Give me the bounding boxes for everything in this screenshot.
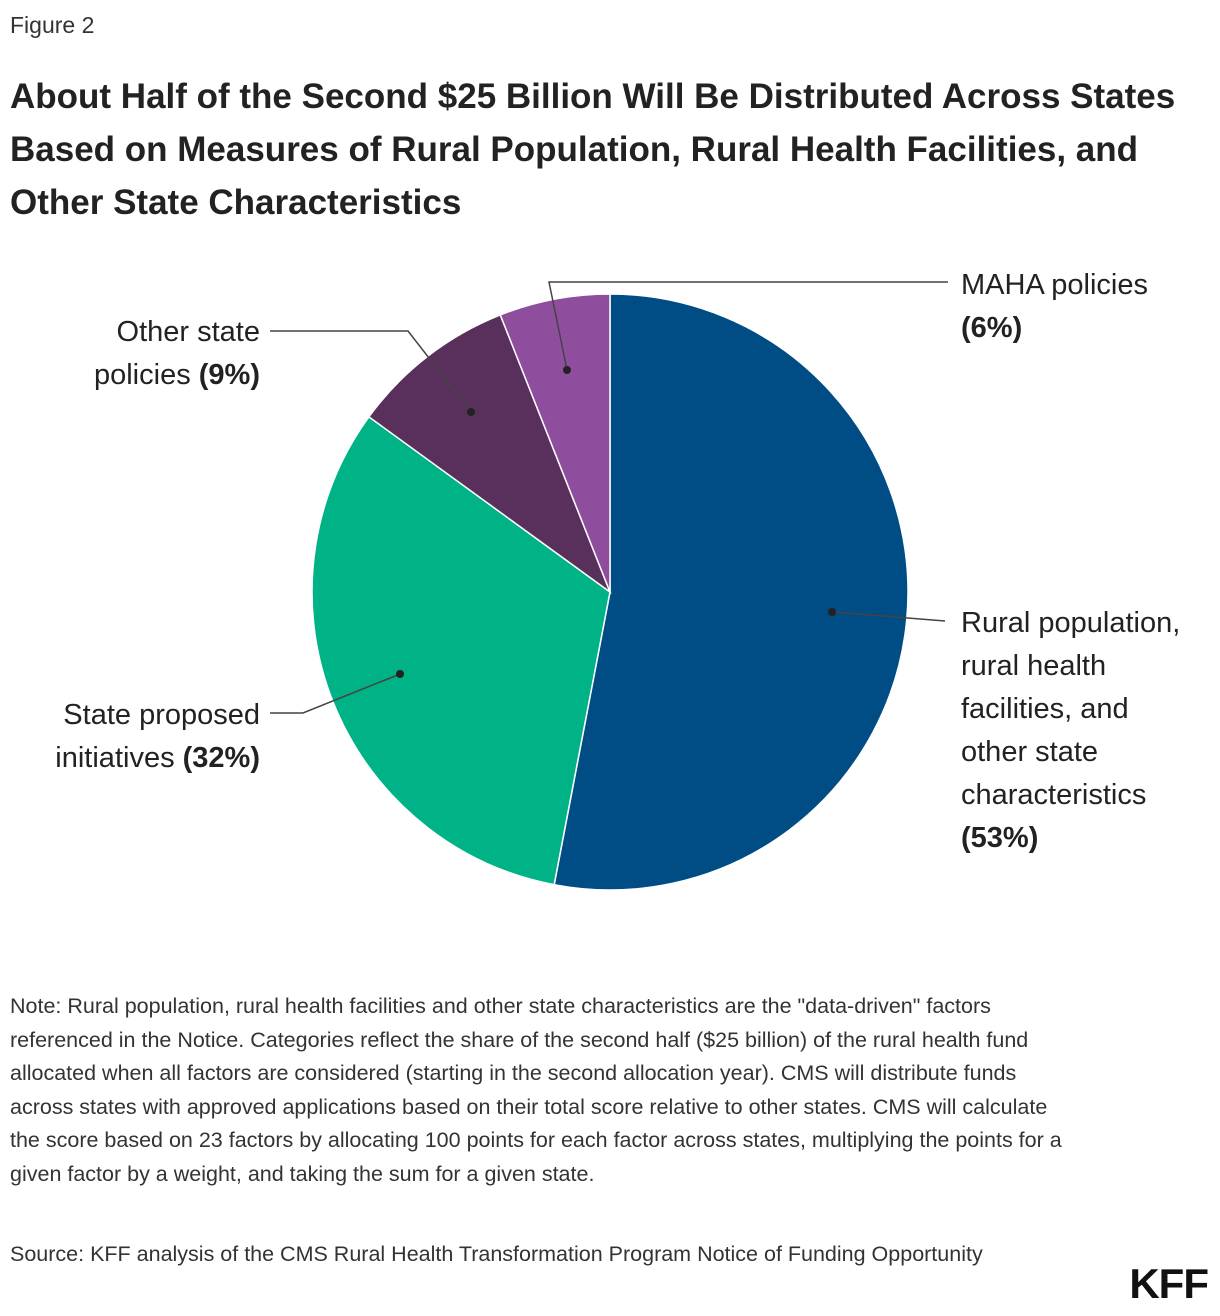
kff-logo: KFF [1129, 1260, 1209, 1307]
leader-dot-other [467, 408, 475, 416]
slice-label-maha-text: MAHA policies [961, 269, 1148, 301]
slice-label-rural-text: Rural population, rural health facilitie… [961, 607, 1181, 811]
slice-label-state-pct: (32%) [182, 742, 260, 774]
leader-dot-rural [828, 608, 836, 616]
pie-slices [311, 293, 909, 891]
slice-label-rural: Rural population, rural health facilitie… [961, 602, 1201, 860]
pie-slice-rural-population-rural-health-facilities-and-other-state-characteristics[interactable] [553, 293, 909, 891]
chart-source: Source: KFF analysis of the CMS Rural He… [10, 1242, 983, 1266]
slice-label-state-text: State proposed initiatives [55, 699, 260, 774]
slice-label-rural-pct: (53%) [961, 822, 1039, 854]
leader-dot-maha [563, 366, 571, 374]
figure-label: Figure 2 [10, 12, 95, 38]
leader-dot-state [396, 670, 404, 678]
slice-label-maha: MAHA policies (6%) [961, 264, 1148, 350]
slice-label-maha-pct: (6%) [961, 312, 1023, 344]
leader-line-other [270, 330, 472, 413]
slice-label-other-pct: (9%) [198, 359, 260, 391]
pie-slice-maha-policies[interactable] [499, 293, 611, 593]
slice-label-other-state-policies: Other state policies (9%) [30, 311, 260, 397]
leader-lines [270, 281, 948, 714]
chart-title: About Half of the Second $25 Billion Wil… [10, 77, 1176, 222]
chart-note: Note: Rural population, rural health fac… [10, 994, 1062, 1186]
slice-label-other-text: Other state policies [93, 316, 260, 391]
pie-chart [270, 281, 948, 891]
leader-line-rural [831, 611, 946, 622]
leader-line-maha [548, 281, 948, 371]
leader-line-state [270, 673, 401, 714]
slice-label-state-proposed: State proposed initiatives (32%) [10, 694, 260, 780]
